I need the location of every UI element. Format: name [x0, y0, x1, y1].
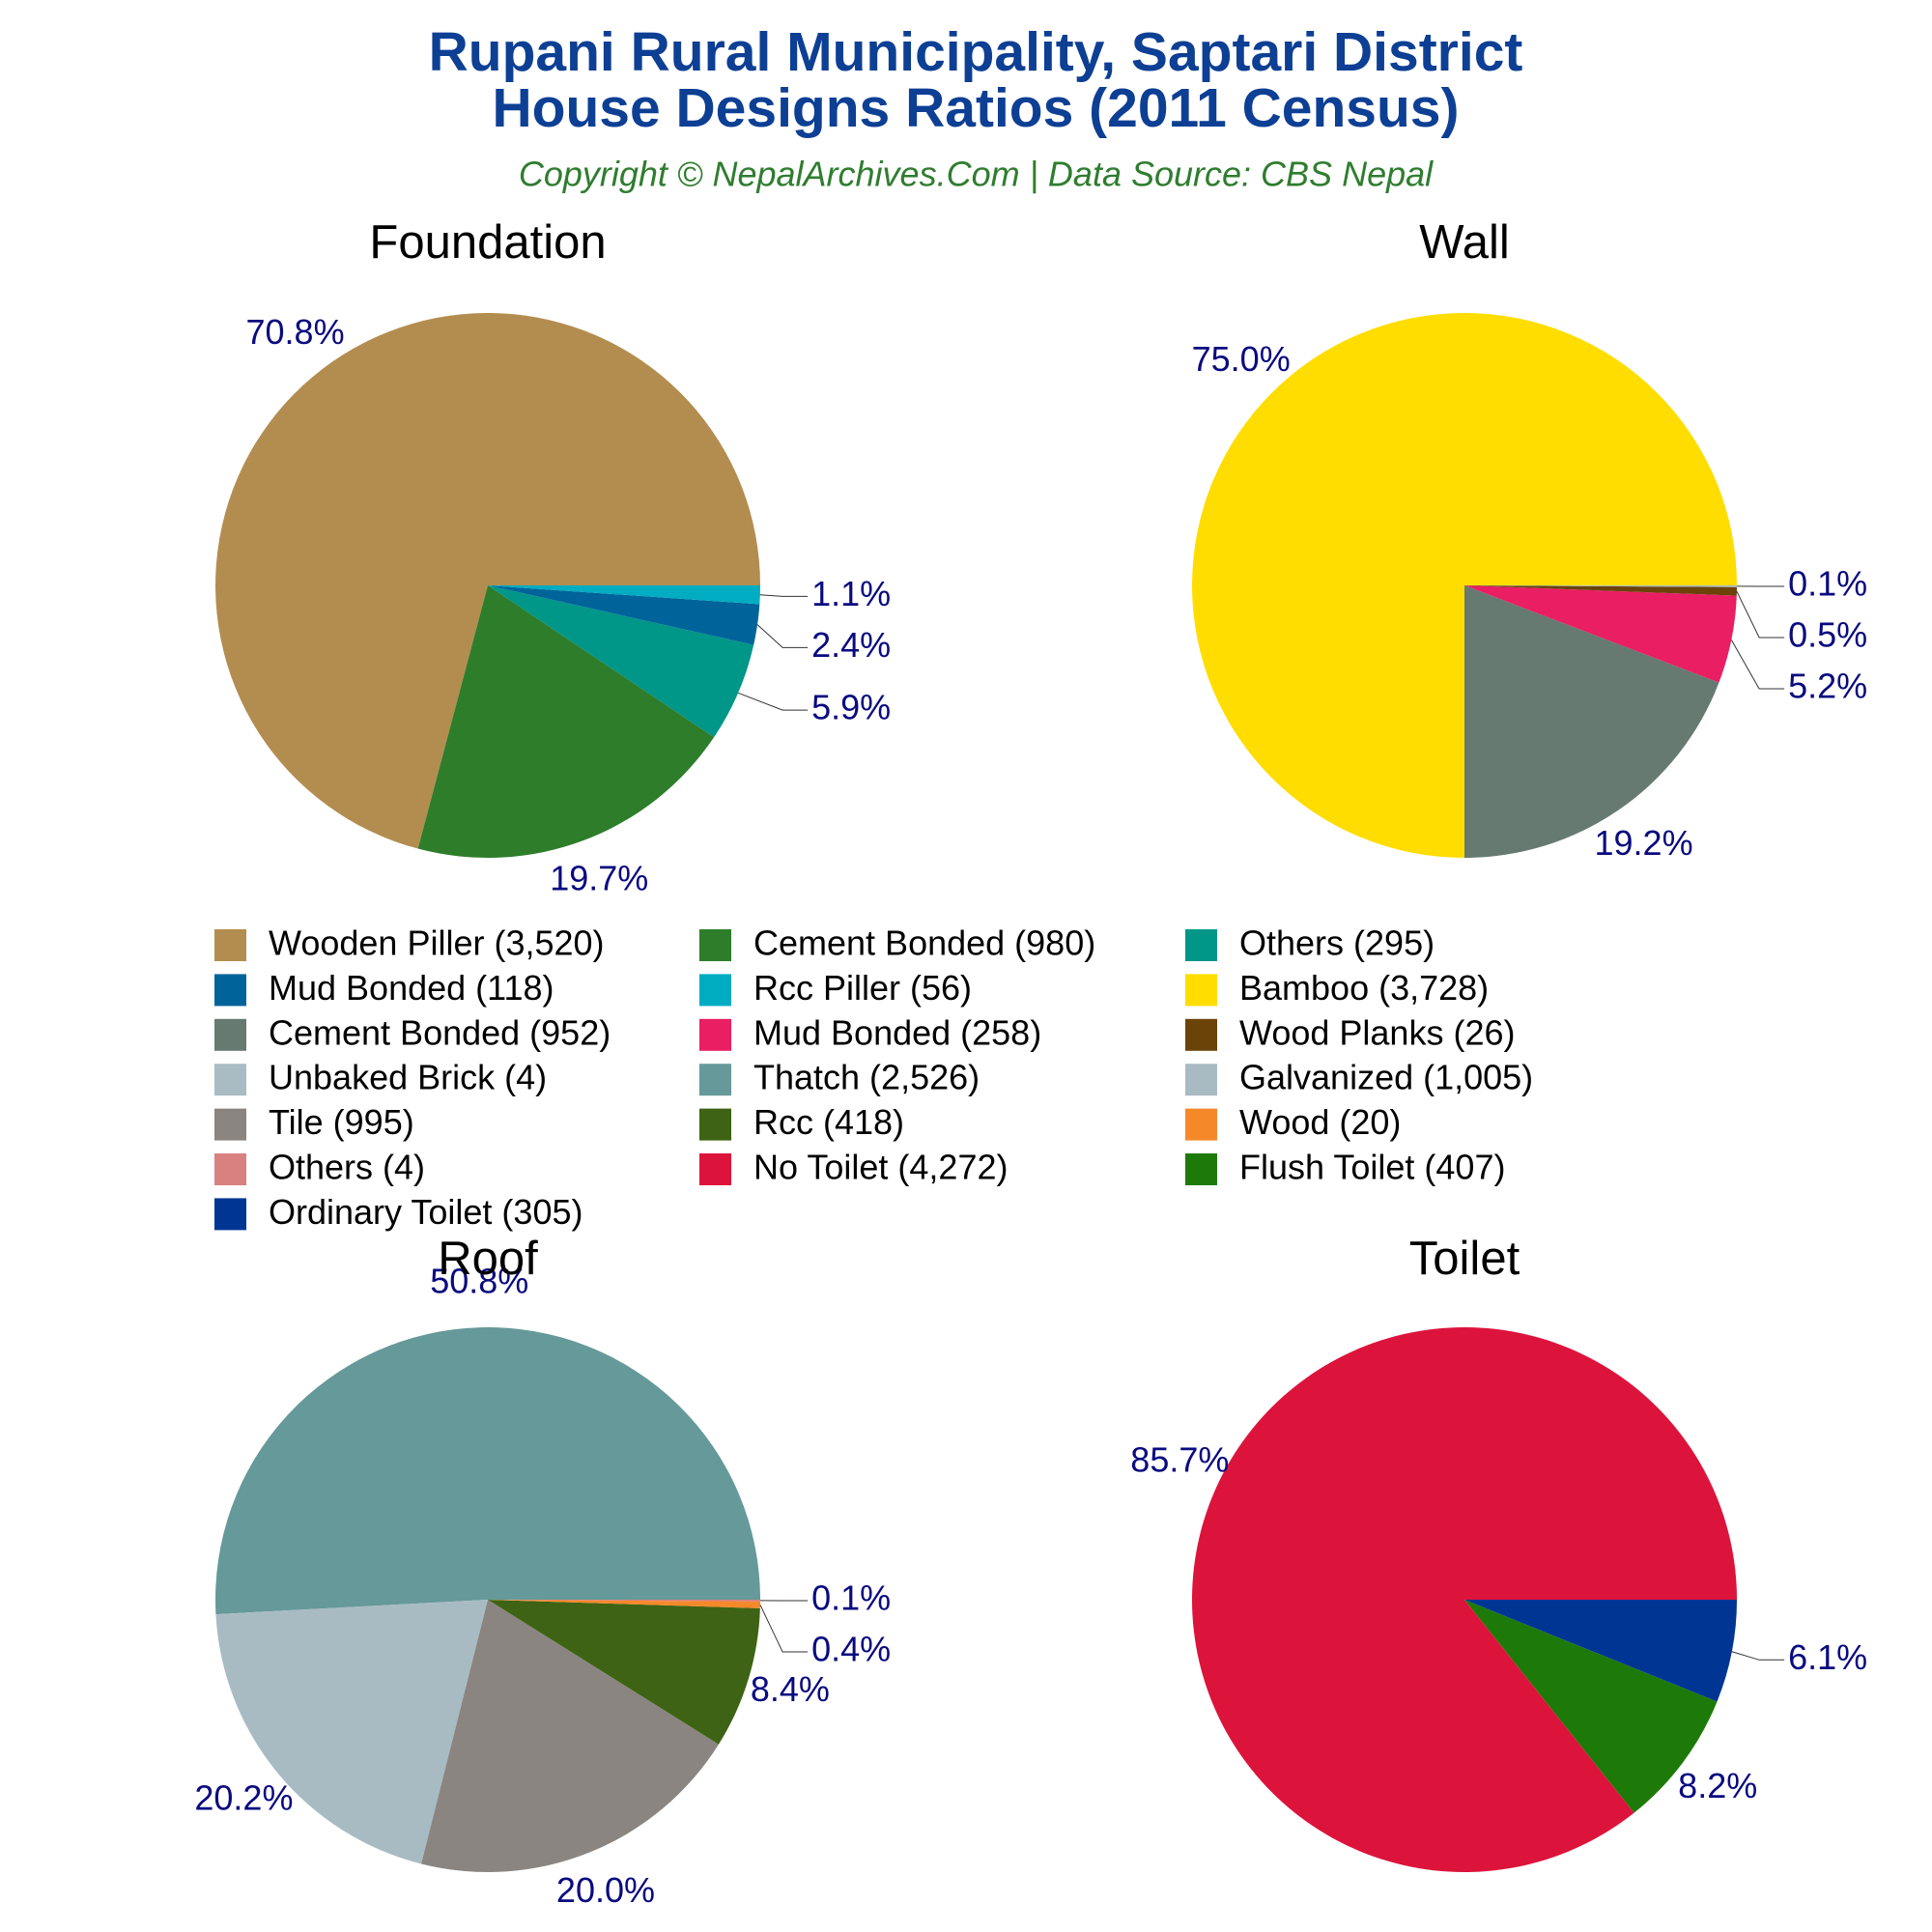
- leader-line: [756, 624, 809, 648]
- legend-swatch: [1185, 1153, 1217, 1185]
- legend-swatch: [1185, 1108, 1217, 1141]
- legend-swatch: [699, 1064, 731, 1096]
- pie-slice: [488, 1600, 760, 1745]
- chart-subtitle: Copyright © NepalArchives.Com | Data Sou…: [519, 155, 1434, 194]
- value-label: 50.8%: [430, 1262, 528, 1301]
- legend-label: Tile (995): [269, 1102, 414, 1142]
- pie-slice: [1464, 585, 1737, 587]
- value-label: 20.2%: [194, 1777, 293, 1817]
- legend-label: Rcc Piller (56): [753, 968, 972, 1008]
- legend-swatch: [214, 1018, 246, 1051]
- value-label: 8.2%: [1678, 1766, 1757, 1805]
- legend-swatch: [214, 1153, 246, 1185]
- value-label: 19.2%: [1595, 823, 1693, 863]
- value-label: 2.4%: [811, 625, 891, 665]
- legend-label: Unbaked Brick (4): [269, 1058, 547, 1097]
- pie-slice: [214, 1326, 760, 1615]
- legend-swatch: [1185, 929, 1217, 961]
- pie-slice: [417, 585, 715, 858]
- legend-swatch: [214, 1198, 246, 1231]
- legend-label: Others (4): [269, 1148, 425, 1187]
- pie-slice: [488, 1600, 760, 1608]
- value-label: 6.1%: [1788, 1637, 1867, 1677]
- value-label: 5.2%: [1788, 667, 1867, 706]
- pie-title: Wall: [1419, 216, 1509, 269]
- value-label: 19.7%: [550, 859, 648, 898]
- pie-slice: [214, 312, 761, 849]
- pie-slice: [1464, 585, 1737, 683]
- pie-title: Foundation: [369, 216, 606, 269]
- legend-swatch: [699, 929, 731, 961]
- legend-label: Flush Toilet (407): [1239, 1148, 1505, 1187]
- legend-label: Thatch (2,526): [753, 1058, 980, 1097]
- legend-label: Mud Bonded (118): [269, 968, 554, 1008]
- pie-slice: [488, 585, 754, 738]
- value-label: 0.1%: [1788, 564, 1867, 604]
- value-label: 85.7%: [1130, 1439, 1229, 1479]
- pie-slice: [1192, 1326, 1738, 1872]
- pie-slice: [1464, 585, 1737, 596]
- legend-label: No Toilet (4,272): [753, 1148, 1008, 1187]
- legend-swatch: [214, 929, 246, 961]
- legend-label: Cement Bonded (952): [269, 1012, 611, 1052]
- legend-label: Wood (20): [1239, 1102, 1401, 1142]
- legend-label: Mud Bonded (258): [753, 1012, 1041, 1052]
- legend-swatch: [699, 1108, 731, 1141]
- leader-line: [737, 692, 809, 711]
- pie-slice: [1464, 585, 1719, 858]
- value-label: 0.1%: [811, 1578, 891, 1618]
- legend-label: Cement Bonded (980): [753, 923, 1095, 963]
- pie-slice: [488, 585, 760, 605]
- pie-slice: [1464, 1600, 1718, 1813]
- value-label: 5.9%: [811, 688, 891, 727]
- legend-swatch: [699, 1153, 731, 1185]
- legend-swatch: [1185, 1018, 1217, 1051]
- pie-slice: [488, 1600, 760, 1602]
- legend-label: Galvanized (1,005): [1239, 1058, 1533, 1097]
- value-label: 1.1%: [811, 574, 891, 613]
- legend-swatch: [1185, 1064, 1217, 1096]
- value-label: 20.0%: [556, 1870, 655, 1910]
- legend-label: Bamboo (3,728): [1239, 968, 1489, 1008]
- legend-swatch: [1185, 974, 1217, 1007]
- leader-line: [1736, 590, 1785, 639]
- legend-label: Wood Planks (26): [1239, 1012, 1515, 1052]
- pie-title: Toilet: [1409, 1233, 1520, 1285]
- pie-slice: [1464, 1600, 1738, 1702]
- legend-swatch: [214, 1108, 246, 1141]
- legend-swatch: [214, 974, 246, 1007]
- pie-slice: [421, 1600, 719, 1872]
- value-label: 0.4%: [811, 1630, 891, 1669]
- legend-label: Others (295): [1239, 923, 1435, 963]
- chart-title: House Designs Ratios (2011 Census): [492, 77, 1459, 139]
- legend-swatch: [214, 1064, 246, 1096]
- legend-swatch: [699, 974, 731, 1007]
- value-label: 8.4%: [751, 1669, 830, 1709]
- legend-label: Rcc (418): [753, 1102, 904, 1142]
- pie-slice: [488, 585, 760, 645]
- pie-title: Roof: [438, 1233, 538, 1285]
- legend-label: Wooden Piller (3,520): [269, 923, 605, 963]
- legend-swatch: [699, 1018, 731, 1051]
- legend-label: Ordinary Toilet (305): [269, 1192, 582, 1232]
- leader-line: [1730, 639, 1785, 690]
- value-label: 75.0%: [1192, 339, 1291, 379]
- value-label: 0.5%: [1788, 615, 1867, 655]
- value-label: 70.8%: [246, 312, 345, 352]
- leader-line: [759, 594, 809, 597]
- leader-line: [759, 1605, 809, 1653]
- leader-line: [1731, 1651, 1785, 1661]
- pie-slice: [215, 1600, 488, 1864]
- chart-title: Rupani Rural Municipality, Saptari Distr…: [429, 21, 1523, 83]
